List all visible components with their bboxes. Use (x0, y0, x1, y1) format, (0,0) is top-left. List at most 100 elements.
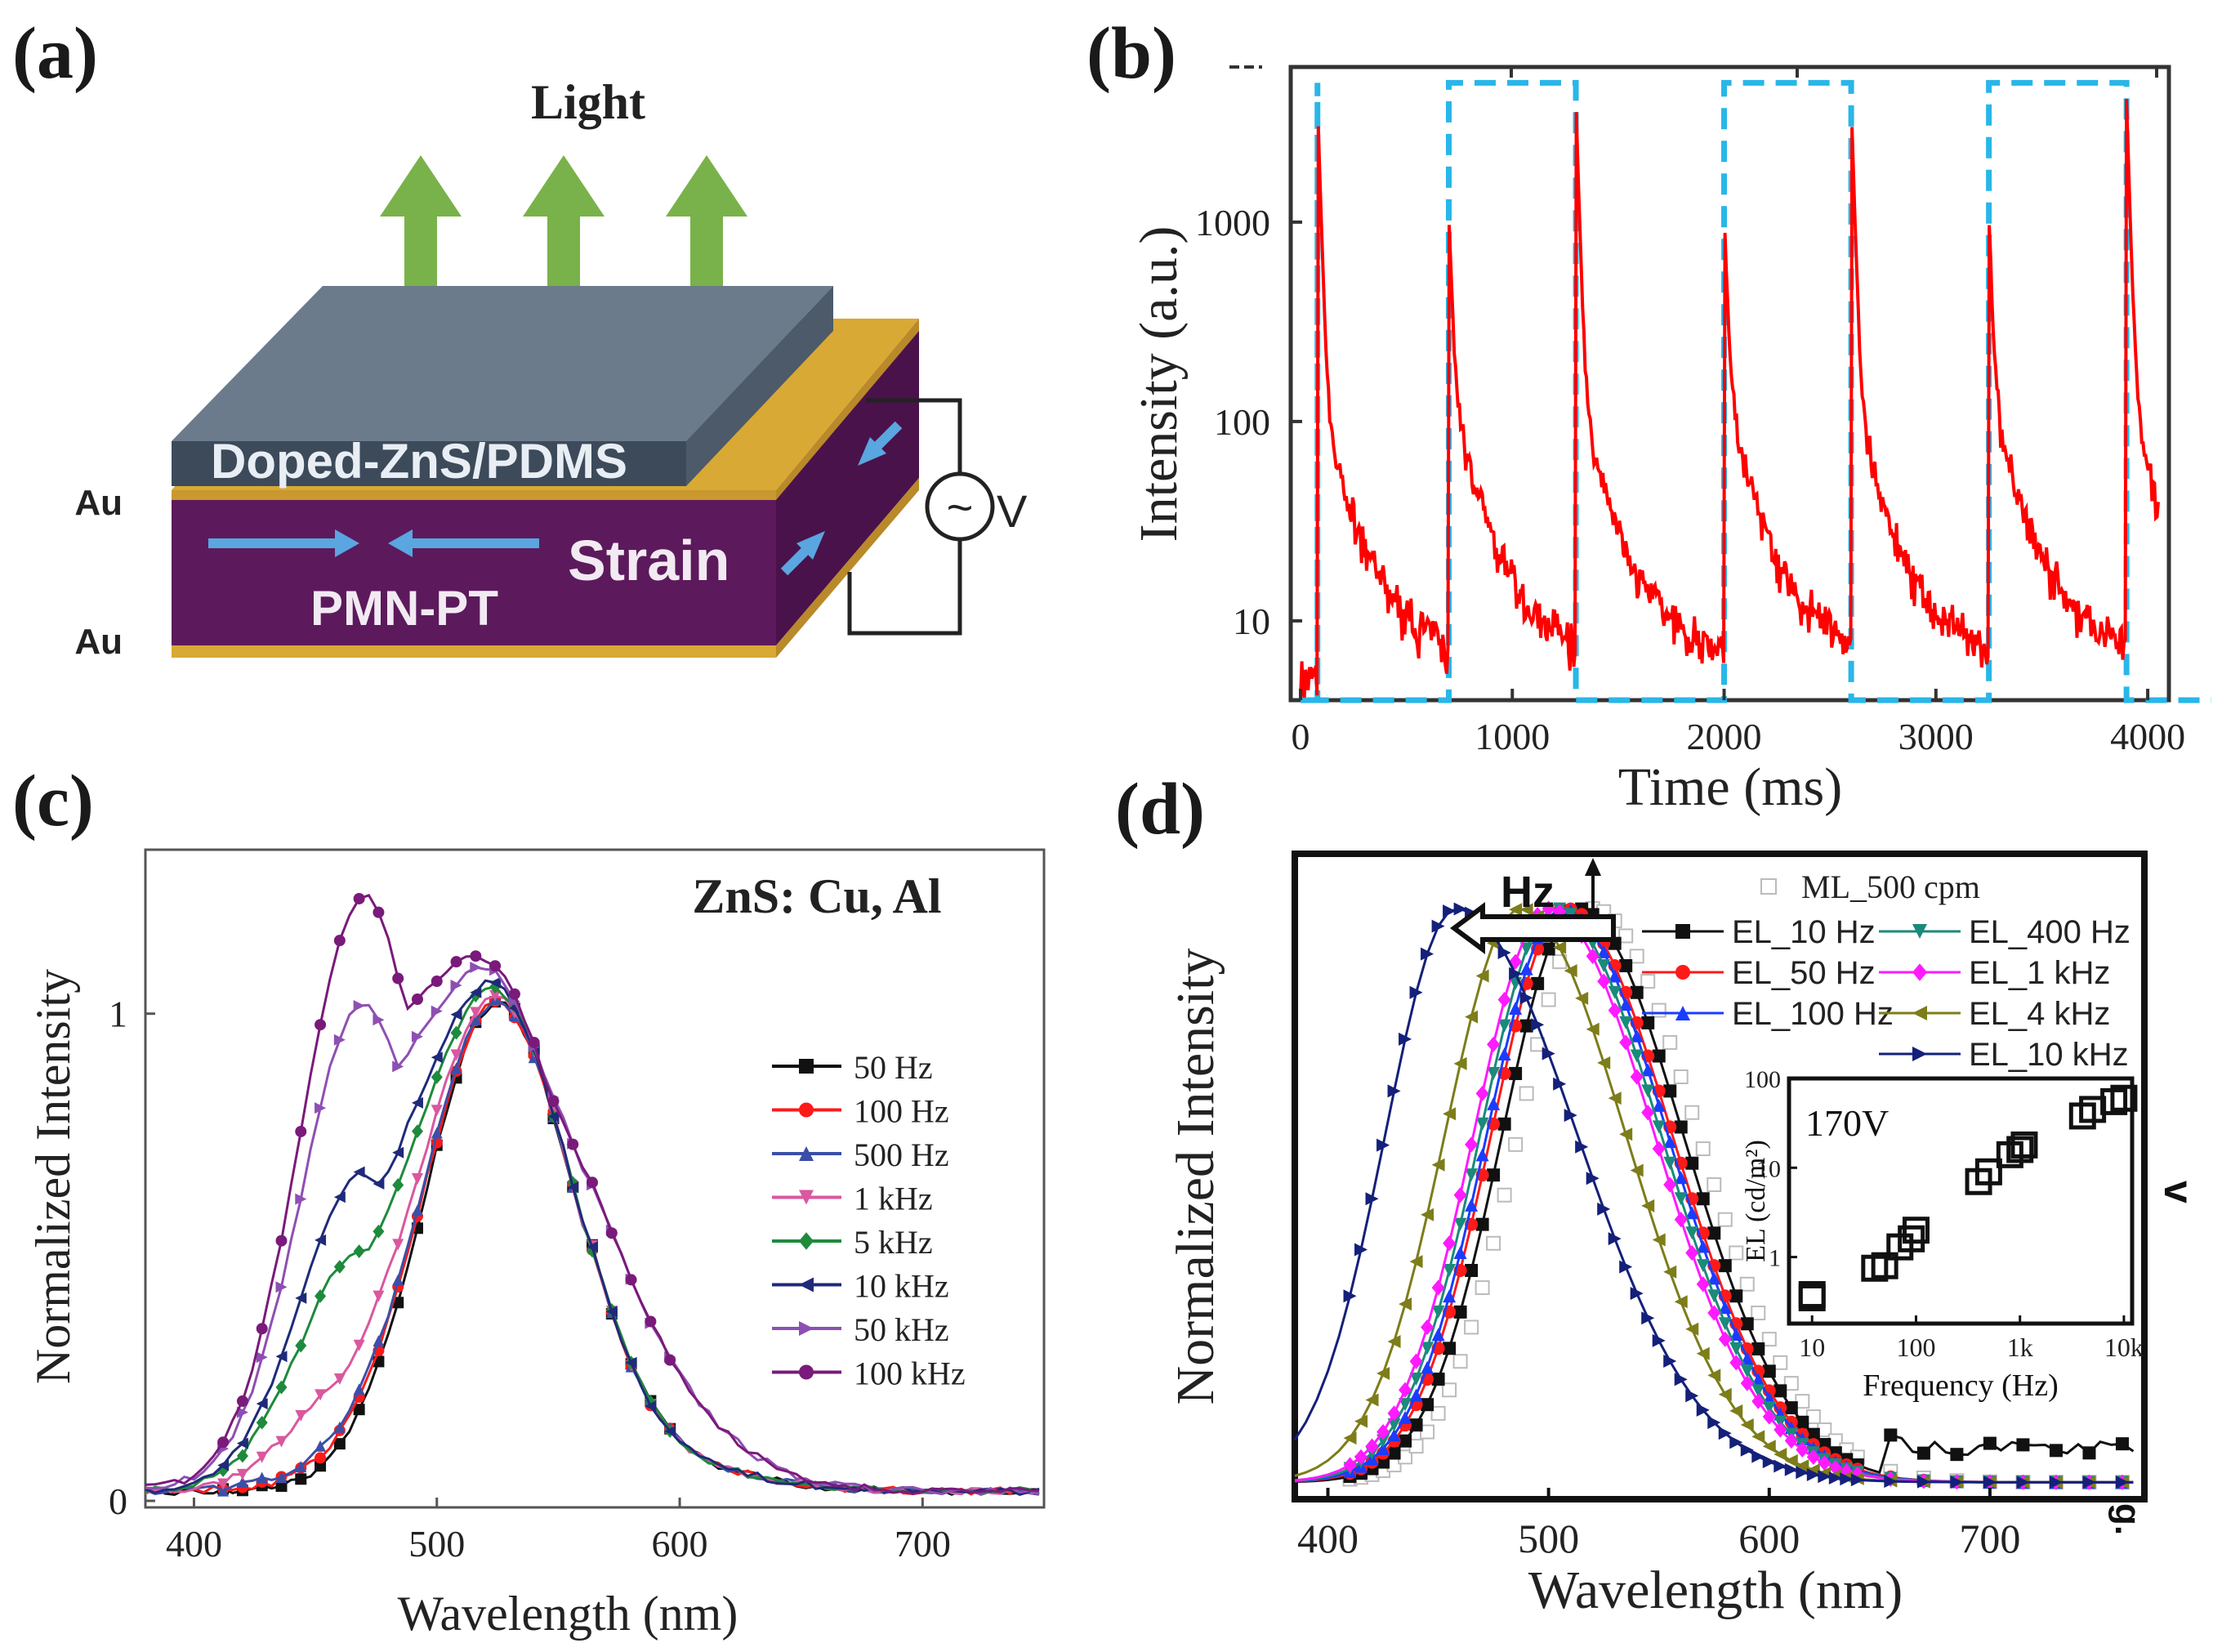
d-data-point (1707, 1176, 1722, 1192)
d-data-point (1751, 1393, 1765, 1409)
c-legend-label: 1 kHz (854, 1181, 933, 1217)
d-data-point (1761, 1332, 1777, 1347)
d-data-point (2049, 1444, 2063, 1458)
d-data-point (1685, 1322, 1699, 1336)
c-legend-label: 50 kHz (854, 1311, 949, 1348)
d-data-point (1497, 1117, 1511, 1131)
c-data-point (411, 1173, 423, 1185)
d-data-point (1431, 919, 1445, 933)
inset-ytick-label: 100 (1744, 1066, 1781, 1093)
inset-data-point (2010, 1131, 2038, 1159)
c-data-point (315, 1019, 327, 1031)
c-data-point (664, 1425, 676, 1437)
c-data-point (256, 1398, 268, 1410)
inset-data-point (1898, 1225, 1925, 1252)
d-legend-marker (1912, 1047, 1927, 1061)
c-data-point (295, 1292, 307, 1304)
d-data-point (2049, 1476, 2063, 1489)
d-data-point (1629, 949, 1644, 964)
light-label: Light (531, 75, 645, 129)
d-data-point (1696, 1276, 1710, 1293)
d-data-point (1519, 1019, 1533, 1033)
b-ylabel: Intensity (a.u.) (1129, 226, 1189, 542)
c-data-point (353, 1404, 365, 1416)
c-data-point (392, 972, 404, 985)
d-data-point (1983, 1476, 1997, 1489)
d-data-point (1784, 1401, 1798, 1415)
d-data-point (1509, 967, 1523, 980)
d-data-point (1828, 1471, 1842, 1485)
c-data-point (295, 1338, 307, 1353)
pmn-pt-label: PMN-PT (310, 581, 498, 636)
d-data-point (1431, 1328, 1445, 1342)
d-data-point (1421, 947, 1434, 961)
d-data-point (1443, 1263, 1457, 1277)
d-data-point (1762, 1440, 1776, 1453)
c-data-point (392, 1060, 404, 1073)
d-data-point (1542, 942, 1555, 956)
panel-d: (d) 400 500 600 700 Normalized Intensity Wa… (1115, 769, 2202, 1620)
inset-data-point (1798, 1281, 1826, 1309)
c-data-point (217, 1436, 230, 1449)
d-xtick-label: 400 (1297, 1516, 1359, 1561)
inset-xlabel: Frequency (Hz) (1863, 1368, 2059, 1403)
d-data-point (1641, 1311, 1655, 1325)
d-data-point (1541, 992, 1556, 1007)
c-data-point (431, 1005, 443, 1017)
c-legend-label: 500 Hz (854, 1136, 949, 1173)
d-data-point (1774, 1448, 1787, 1462)
c-data-point (547, 1110, 560, 1123)
c-data-point (373, 1335, 385, 1347)
c-data-point (528, 1036, 540, 1048)
c-data-point (605, 1306, 618, 1318)
d-legend-label: EL_400 Hz (1969, 914, 2130, 950)
c-data-point (315, 1440, 327, 1452)
d-data-point (1707, 1226, 1721, 1240)
c-data-point (353, 1000, 365, 1012)
d-data-point (2115, 1437, 2129, 1451)
d-data-point (1796, 1415, 1809, 1429)
d-data-point (1619, 998, 1633, 1011)
d-data-point (1640, 974, 1656, 989)
d-data-point (1663, 1084, 1677, 1098)
c-data-point (489, 976, 502, 989)
c-legend-label: 50 Hz (854, 1049, 933, 1086)
inset-annotation: 170V (1805, 1102, 1889, 1144)
d-xtick-label: 700 (1959, 1516, 2020, 1561)
b-xtick-label: 2000 (1687, 716, 1762, 757)
d-data-point (1674, 1212, 1688, 1228)
d-data-point (1685, 1389, 1699, 1403)
d-data-point (1608, 1232, 1622, 1246)
hz-label: Hz (1501, 868, 1555, 917)
d-data-point (2082, 1446, 2096, 1460)
d-data-point (1553, 1077, 1567, 1091)
d-data-point (1751, 1306, 1766, 1321)
d-data-point (1740, 1364, 1754, 1378)
d-legend-marker (1912, 963, 1927, 981)
c-data-point (392, 1178, 404, 1192)
c-legend-marker (799, 1146, 814, 1161)
d-data-point (1983, 1436, 1997, 1450)
au-top-label: Au (74, 483, 123, 523)
d-data-point (1685, 1244, 1699, 1261)
d-data-point (1740, 1443, 1754, 1457)
d-data-point (1652, 1233, 1666, 1247)
c-data-point (275, 1471, 288, 1484)
d-data-point (1443, 1289, 1457, 1303)
c-data-point (217, 1463, 230, 1477)
c-data-point (508, 988, 520, 1000)
d-data-point (1774, 1459, 1787, 1473)
c-data-point (333, 1260, 346, 1274)
d-data-point (1796, 1441, 1809, 1458)
c-data-point (236, 1437, 248, 1449)
zns-layer-front (172, 441, 686, 486)
side-fragment-g: g. (2108, 1503, 2148, 1535)
c-data-point (217, 1459, 230, 1471)
d-data-point (1453, 1246, 1467, 1260)
bottom-electrode (172, 645, 776, 658)
inset-frame (1787, 1076, 2135, 1326)
d-data-point (1465, 1010, 1479, 1024)
d-data-point (1619, 1260, 1633, 1274)
c-data-point (236, 1395, 248, 1407)
d-data-point (1751, 1449, 1765, 1463)
